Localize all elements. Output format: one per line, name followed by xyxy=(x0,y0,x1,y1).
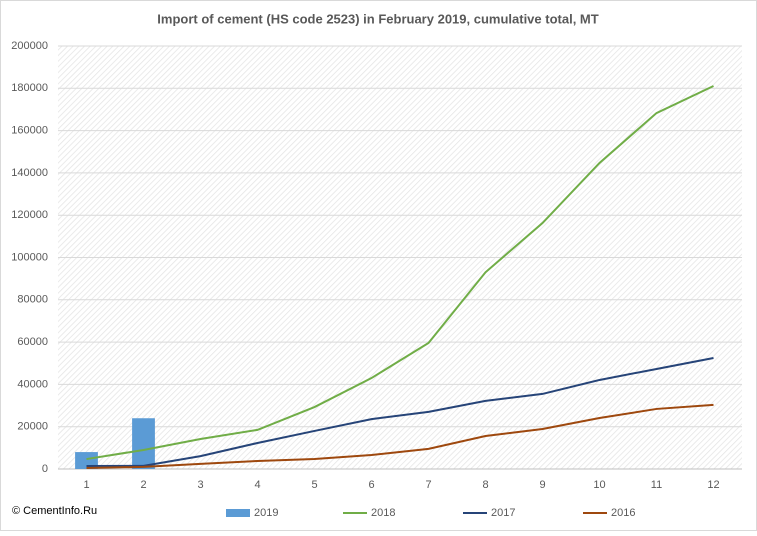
chart-title: Import of cement (HS code 2523) in Febru… xyxy=(157,11,598,26)
legend-label: 2016 xyxy=(611,507,635,519)
y-tick-label: 120000 xyxy=(11,209,48,221)
line-series xyxy=(86,85,714,461)
y-tick-label: 100000 xyxy=(11,251,48,263)
y-tick-label: 80000 xyxy=(17,294,48,306)
y-tick-label: 60000 xyxy=(17,336,48,348)
y-tick-label: 20000 xyxy=(17,421,48,433)
y-tick-label: 180000 xyxy=(11,82,48,94)
x-tick-label: 10 xyxy=(593,479,605,491)
x-tick-label: 3 xyxy=(197,479,203,491)
y-tick-label: 0 xyxy=(42,463,48,475)
x-tick-label: 7 xyxy=(425,479,431,491)
bar xyxy=(132,418,155,469)
legend-label: 2018 xyxy=(371,507,395,519)
legend-label: 2019 xyxy=(254,507,278,519)
y-tick-label: 140000 xyxy=(11,167,48,179)
x-tick-label: 12 xyxy=(707,479,719,491)
x-tick-label: 4 xyxy=(254,479,260,491)
x-tick-label: 9 xyxy=(539,479,545,491)
legend-label: 2017 xyxy=(491,507,515,519)
x-tick-label: 11 xyxy=(651,479,662,491)
line-series xyxy=(86,356,714,468)
x-tick-label: 6 xyxy=(368,479,374,491)
line-series xyxy=(86,403,714,469)
x-tick-label: 2 xyxy=(140,479,146,491)
y-tick-label: 40000 xyxy=(17,378,48,390)
legend-swatch xyxy=(226,509,250,517)
bar xyxy=(75,452,98,469)
x-tick-label: 1 xyxy=(83,479,89,491)
y-tick-label: 200000 xyxy=(11,40,48,52)
x-tick-label: 8 xyxy=(482,479,488,491)
y-tick-label: 160000 xyxy=(11,125,48,137)
source: © CementInfo.Ru xyxy=(12,505,97,517)
x-tick-label: 5 xyxy=(311,479,317,491)
